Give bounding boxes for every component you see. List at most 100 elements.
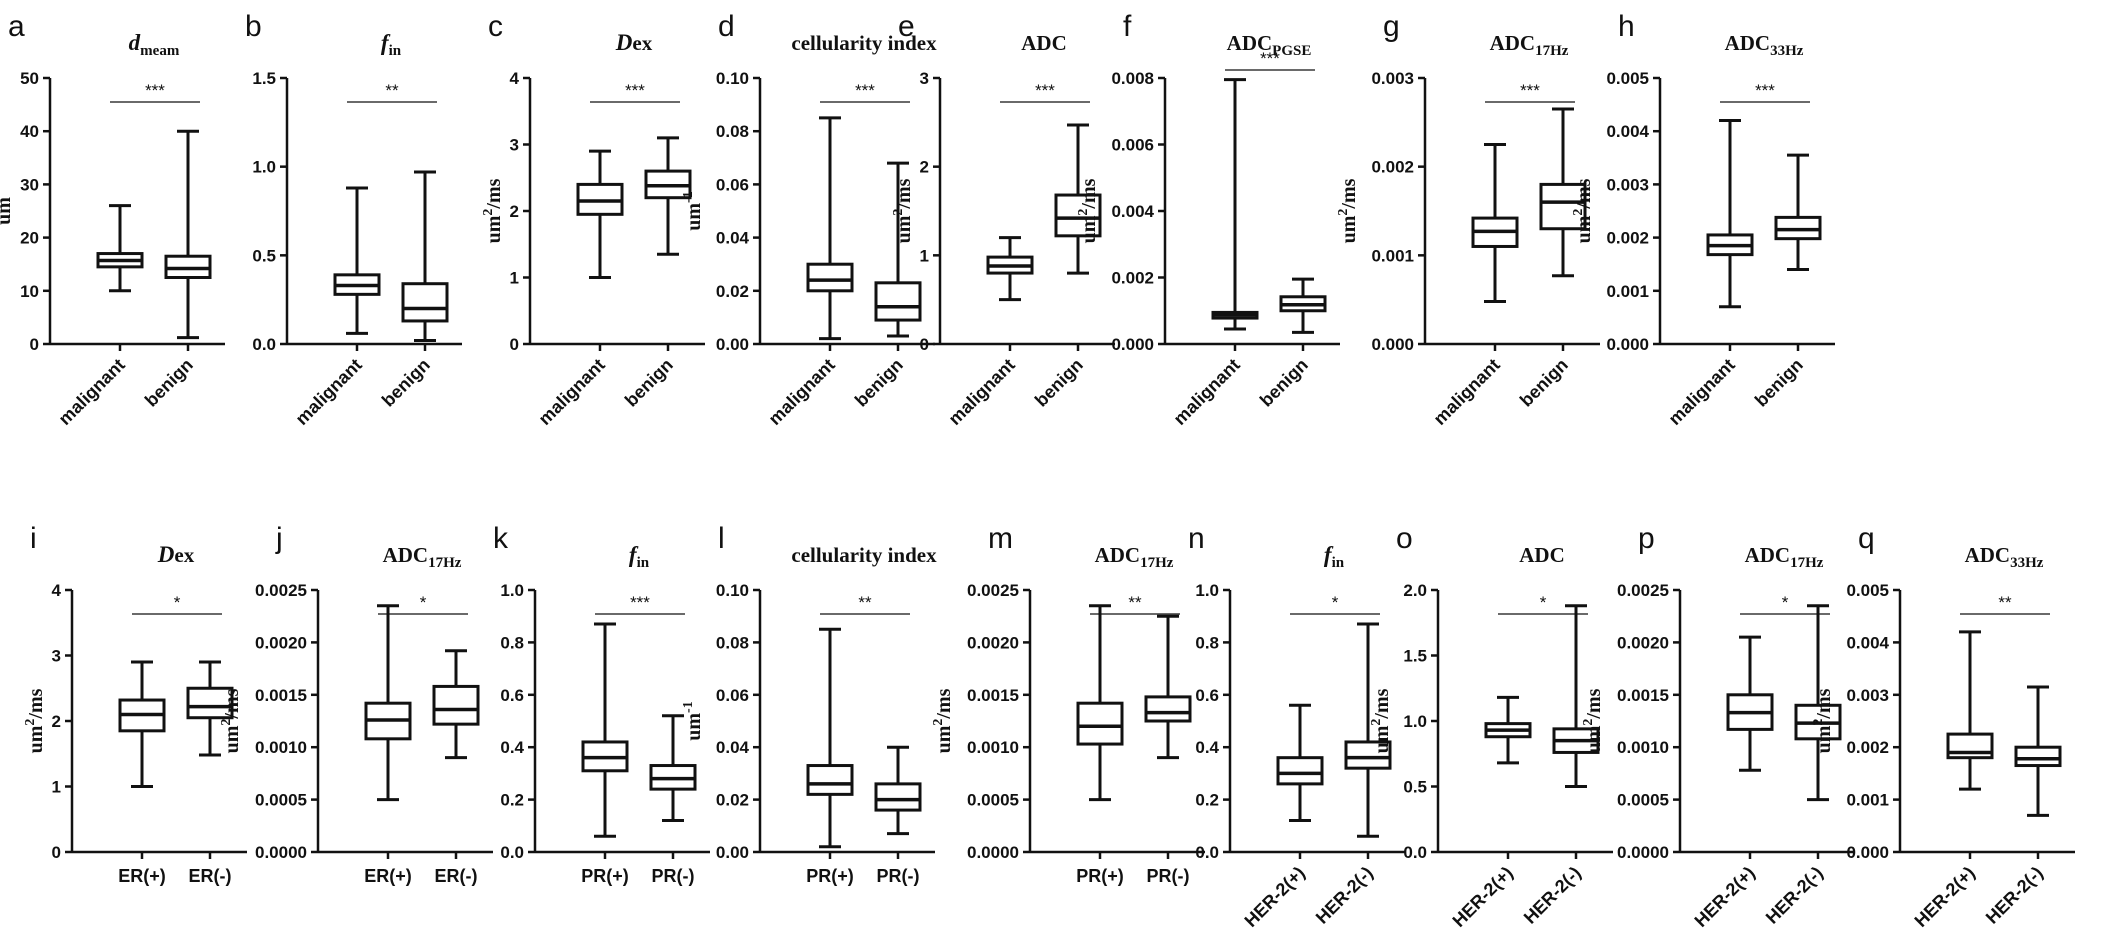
- y-tick-label: 0.003: [1846, 686, 1889, 705]
- text-part: 2: [1336, 209, 1351, 216]
- box-iqr: [186, 686, 234, 720]
- y-tick-label: 4: [52, 581, 62, 600]
- significance-stars: ***: [1035, 81, 1055, 100]
- y-tick-label: 0.0015: [967, 686, 1019, 705]
- box-malignant: malignant: [1170, 78, 1259, 429]
- significance-stars: **: [858, 593, 872, 612]
- panel-letter: j: [275, 522, 283, 555]
- y-tick-label: 0.0015: [255, 686, 307, 705]
- category-label: ER(-): [189, 866, 232, 886]
- text-part: f: [381, 30, 391, 55]
- y-axis-label: um2/ms: [1811, 688, 1835, 753]
- category-label: malignant: [1170, 355, 1244, 429]
- y-tick-label: 0.001: [1846, 791, 1889, 810]
- box-malignant: malignant: [1430, 143, 1519, 429]
- text-part: /ms: [1371, 688, 1393, 719]
- panel-g: g ADC17Hz0.0000.0010.0020.003um2/msmalign…: [1336, 10, 1600, 429]
- y-tick-label: 0.0000: [255, 843, 307, 862]
- y-tick-label: 3: [920, 69, 929, 88]
- y-tick-label: 40: [20, 122, 39, 141]
- text-part: 2: [1581, 719, 1596, 726]
- y-tick-label: 1.5: [1403, 647, 1427, 666]
- y-tick-label: 0.004: [1606, 122, 1649, 141]
- y-tick-label: 1.0: [1195, 581, 1219, 600]
- text-part: 17Hz: [1140, 555, 1174, 571]
- text-part: meam: [140, 43, 180, 59]
- panel-letter: d: [718, 10, 735, 43]
- text-part: ADC: [1745, 543, 1791, 567]
- category-label: HER-2(-): [1520, 863, 1585, 928]
- box-PR(-): PR(-): [1144, 614, 1192, 886]
- text-part: um: [1573, 215, 1595, 243]
- y-tick-label: 0.0000: [967, 843, 1019, 862]
- panel-letter: h: [1618, 10, 1635, 43]
- text-part: 2: [1811, 719, 1826, 726]
- category-label: PR(-): [652, 866, 695, 886]
- text-part: 2: [1076, 209, 1091, 216]
- text-part: ADC: [1490, 31, 1536, 55]
- category-label: PR(+): [581, 866, 629, 886]
- box-benign: benign: [141, 129, 212, 411]
- category-label: benign: [141, 355, 197, 411]
- y-tick-label: 0.008: [1111, 69, 1154, 88]
- y-tick-label: 10: [20, 282, 39, 301]
- text-part: cellularity index: [791, 31, 937, 55]
- y-tick-label: 0.0000: [1617, 843, 1669, 862]
- panel-letter: c: [488, 10, 503, 43]
- y-tick-label: 4: [510, 69, 520, 88]
- text-part: um: [1338, 215, 1360, 243]
- box-iqr: [432, 684, 480, 726]
- y-tick-label: 0.02: [716, 282, 749, 301]
- box-HER-2(+): HER-2(+): [1241, 703, 1324, 931]
- y-axis-label: um2/ms: [23, 688, 47, 753]
- text-part: um: [483, 215, 505, 243]
- y-tick-label: 3: [510, 136, 519, 155]
- panel-b: b fin 0.0 0.5 1.0 1.5 malignant benign **: [245, 10, 462, 429]
- text-part: um: [1583, 725, 1605, 753]
- category-label: HER-2(+): [1449, 863, 1517, 931]
- category-label: HER-2(+): [1911, 863, 1979, 931]
- panel-letter: f: [1123, 10, 1132, 43]
- text-part: ADC: [1227, 31, 1273, 55]
- box-HER-2(+): HER-2(+): [1449, 695, 1532, 931]
- y-tick-label: 0.00: [716, 335, 749, 354]
- y-tick-label: 0.0: [252, 335, 276, 354]
- y-tick-label: 0.001: [1371, 246, 1414, 265]
- text-part: /ms: [1338, 178, 1360, 209]
- text-part: ADC: [1519, 543, 1565, 567]
- significance-stars: *: [1332, 593, 1339, 612]
- box-malignant: malignant: [55, 204, 144, 429]
- text-part: /ms: [1078, 178, 1100, 209]
- y-tick-label: 3: [52, 647, 61, 666]
- panel-letter: e: [898, 10, 915, 43]
- panel-title: ADC17Hz: [1745, 543, 1824, 571]
- panel-title: ADC33Hz: [1965, 543, 2044, 571]
- box-HER-2(-): HER-2(-): [1762, 604, 1842, 928]
- panel-title: ADCPGSE: [1227, 31, 1312, 59]
- text-part: f: [629, 542, 639, 567]
- panel-title: ADC33Hz: [1725, 31, 1804, 59]
- significance-stars: **: [1128, 593, 1142, 612]
- y-tick-label: 0.0005: [255, 791, 307, 810]
- y-tick-label: 0.10: [716, 581, 749, 600]
- y-axis-label: um2/ms: [1336, 178, 1360, 243]
- y-tick-label: 1.0: [500, 581, 524, 600]
- panel-letter: b: [245, 10, 262, 43]
- category-label: ER(+): [118, 866, 166, 886]
- y-tick-label: 0.0020: [1617, 633, 1669, 652]
- category-label: benign: [1256, 355, 1312, 411]
- significance-stars: ***: [1260, 49, 1280, 68]
- box-iqr: [874, 281, 922, 322]
- box-iqr: [874, 782, 922, 812]
- text-part: um: [1813, 725, 1835, 753]
- y-tick-label: 0.6: [500, 686, 524, 705]
- box-malignant: malignant: [945, 236, 1034, 429]
- y-tick-label: 0.006: [1111, 136, 1154, 155]
- y-tick-label: 0.8: [1195, 633, 1219, 652]
- panel-letter: k: [493, 522, 509, 555]
- category-label: benign: [1031, 355, 1087, 411]
- y-tick-label: 0: [920, 335, 929, 354]
- box-HER-2(-): HER-2(-): [1520, 604, 1600, 928]
- y-tick-label: 0.000: [1371, 335, 1414, 354]
